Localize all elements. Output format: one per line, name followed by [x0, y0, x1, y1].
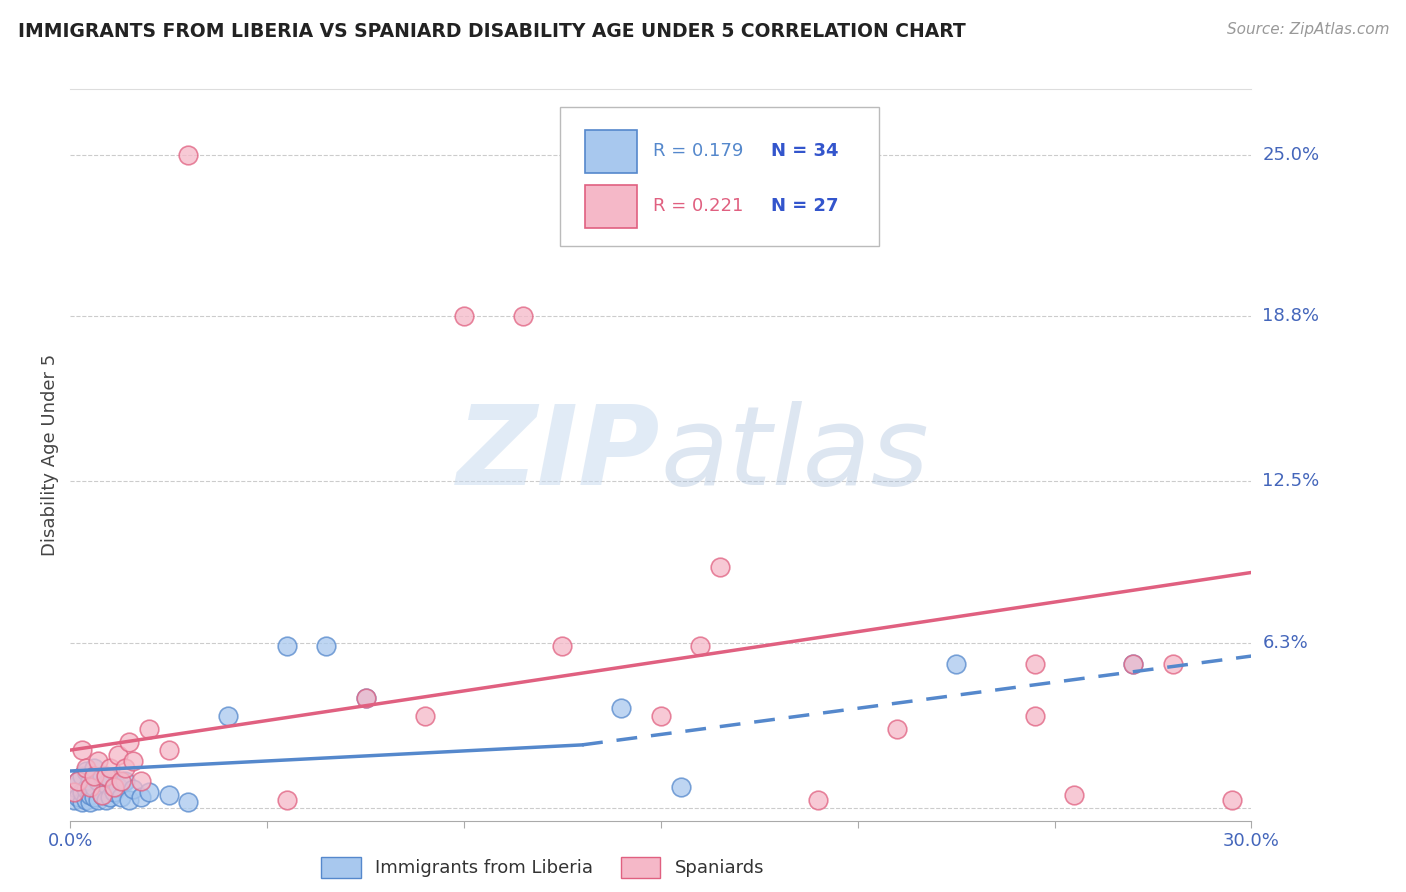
Point — [63, 780, 86, 794]
Point — [122, 754, 145, 768]
Point — [354, 690, 377, 705]
Point — [70, 743, 93, 757]
Point — [79, 780, 101, 794]
Point — [70, 785, 93, 799]
Point — [177, 796, 200, 810]
Point — [315, 639, 337, 653]
FancyBboxPatch shape — [561, 108, 879, 246]
Point — [512, 310, 534, 324]
Point — [75, 782, 97, 797]
Point — [669, 780, 692, 794]
Point — [138, 785, 160, 799]
Point — [94, 777, 117, 791]
Point — [1122, 657, 1144, 671]
Text: 12.5%: 12.5% — [1263, 472, 1320, 490]
Point — [551, 639, 574, 653]
Point — [87, 754, 110, 768]
Point — [138, 723, 160, 737]
Text: ZIP: ZIP — [457, 401, 661, 508]
Point — [107, 780, 129, 794]
Point — [63, 785, 86, 799]
Point — [945, 657, 967, 671]
Point — [110, 790, 132, 805]
Text: N = 34: N = 34 — [770, 143, 838, 161]
Point — [67, 790, 90, 805]
Point — [83, 790, 105, 805]
Text: atlas: atlas — [661, 401, 929, 508]
Point — [157, 788, 180, 802]
Point — [114, 761, 136, 775]
Point — [276, 793, 298, 807]
Point — [177, 147, 200, 161]
Point — [1161, 657, 1184, 671]
Point — [1024, 657, 1046, 671]
Point — [650, 709, 672, 723]
Point — [67, 774, 90, 789]
Point — [157, 743, 180, 757]
Point — [453, 310, 475, 324]
Point — [354, 690, 377, 705]
Point — [122, 782, 145, 797]
Point — [79, 796, 101, 810]
Point — [87, 793, 110, 807]
Point — [83, 761, 105, 775]
Legend: Immigrants from Liberia, Spaniards: Immigrants from Liberia, Spaniards — [314, 849, 772, 885]
Point — [129, 774, 152, 789]
Point — [87, 774, 110, 789]
Point — [83, 769, 105, 783]
Point — [98, 790, 121, 805]
Point — [79, 774, 101, 789]
Point — [90, 788, 112, 802]
Text: R = 0.221: R = 0.221 — [652, 197, 742, 215]
Point — [1063, 788, 1085, 802]
Y-axis label: Disability Age Under 5: Disability Age Under 5 — [41, 354, 59, 556]
FancyBboxPatch shape — [585, 130, 637, 173]
Text: 6.3%: 6.3% — [1263, 634, 1308, 652]
Text: IMMIGRANTS FROM LIBERIA VS SPANIARD DISABILITY AGE UNDER 5 CORRELATION CHART: IMMIGRANTS FROM LIBERIA VS SPANIARD DISA… — [18, 22, 966, 41]
Point — [413, 709, 436, 723]
Point — [118, 793, 141, 807]
Point — [83, 780, 105, 794]
Point — [98, 772, 121, 786]
FancyBboxPatch shape — [585, 185, 637, 227]
Point — [67, 774, 90, 789]
Point — [217, 709, 239, 723]
Point — [103, 785, 125, 799]
Point — [1024, 709, 1046, 723]
Point — [75, 764, 97, 778]
Point — [689, 639, 711, 653]
Point — [610, 701, 633, 715]
Point — [70, 796, 93, 810]
Point — [709, 560, 731, 574]
Text: 25.0%: 25.0% — [1263, 145, 1320, 163]
Point — [886, 723, 908, 737]
Point — [807, 793, 830, 807]
Point — [70, 769, 93, 783]
Text: R = 0.179: R = 0.179 — [652, 143, 742, 161]
Point — [63, 793, 86, 807]
Point — [75, 793, 97, 807]
Text: N = 27: N = 27 — [770, 197, 838, 215]
Point — [94, 793, 117, 807]
Point — [129, 790, 152, 805]
Point — [90, 769, 112, 783]
Point — [90, 788, 112, 802]
Point — [98, 761, 121, 775]
Point — [103, 780, 125, 794]
Point — [114, 774, 136, 789]
Point — [110, 774, 132, 789]
Text: 18.8%: 18.8% — [1263, 308, 1319, 326]
Point — [276, 639, 298, 653]
Point — [94, 769, 117, 783]
Point — [79, 788, 101, 802]
Point — [1122, 657, 1144, 671]
Point — [107, 748, 129, 763]
Text: Source: ZipAtlas.com: Source: ZipAtlas.com — [1226, 22, 1389, 37]
Point — [118, 735, 141, 749]
Point — [75, 761, 97, 775]
Point — [1220, 793, 1243, 807]
